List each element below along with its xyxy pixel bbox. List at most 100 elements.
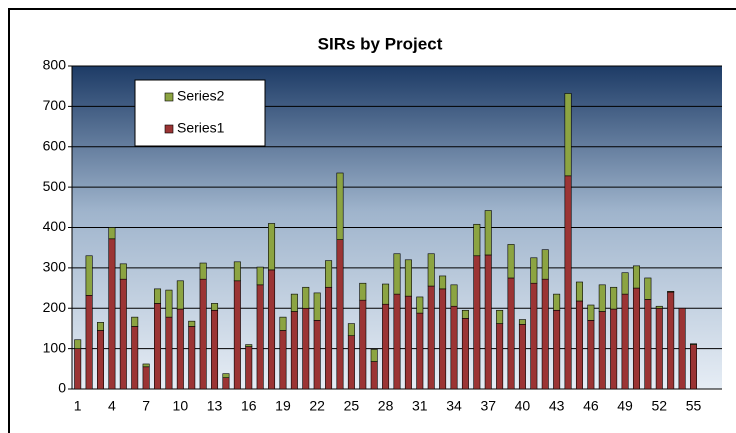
bar-segment — [199, 262, 207, 280]
legend-swatch — [164, 92, 174, 102]
bar-segment — [119, 263, 127, 280]
bar-segment — [290, 293, 298, 312]
bar-segment — [530, 257, 538, 284]
bar-segment — [290, 311, 298, 390]
chart-title: SIRs by Project — [318, 34, 443, 53]
bar-segment — [598, 311, 606, 390]
bar-segment — [256, 284, 264, 390]
bar-segment — [347, 323, 355, 337]
bar-segment — [541, 249, 549, 280]
bar-segment — [450, 284, 458, 307]
bar-segment — [484, 254, 492, 390]
bar-segment — [621, 293, 629, 390]
bar-segment — [461, 318, 469, 390]
bar-segment — [188, 320, 196, 327]
bar-segment — [667, 291, 675, 390]
bar-segment — [313, 320, 321, 390]
bar-segment — [347, 335, 355, 390]
bar-segment — [644, 299, 652, 390]
bar-segment — [439, 275, 447, 290]
bar-segment — [154, 303, 162, 390]
bar-segment — [108, 227, 116, 240]
bar-segment — [655, 307, 663, 390]
bar-segment — [176, 280, 184, 310]
bar-segment — [131, 326, 139, 390]
bar-segment — [302, 307, 310, 390]
bar-segment — [530, 282, 538, 390]
bar-segment — [165, 316, 173, 390]
x-tick-label: 19 — [275, 398, 291, 414]
x-tick-label: 43 — [549, 398, 565, 414]
x-tick-label: 34 — [446, 398, 462, 414]
bar-segment — [564, 175, 572, 390]
bar-segment — [518, 324, 526, 390]
bar-segment — [598, 284, 606, 312]
bar-segment — [427, 253, 435, 287]
bar-segment — [382, 303, 390, 390]
bar-segment — [575, 300, 583, 390]
bar-segment — [142, 363, 150, 368]
x-tick-label: 46 — [583, 398, 599, 414]
bar-segment — [678, 307, 686, 390]
bar-segment — [222, 373, 230, 378]
bar-segment — [427, 285, 435, 390]
y-tick-label: 400 — [43, 218, 67, 234]
bar-segment — [165, 289, 173, 318]
bar-segment — [632, 265, 640, 289]
x-tick-label: 31 — [412, 398, 428, 414]
bar-segment — [370, 349, 378, 362]
y-tick-label: 100 — [43, 339, 67, 355]
bar-segment — [507, 277, 515, 390]
bar-segment — [416, 296, 424, 314]
y-tick-label: 700 — [43, 97, 67, 113]
bar-segment — [632, 287, 640, 390]
bar-segment — [575, 281, 583, 302]
bar-segment — [496, 309, 504, 324]
x-tick-label: 4 — [108, 398, 116, 414]
bar-segment — [473, 223, 481, 257]
bar-segment — [689, 343, 697, 345]
bar-segment — [325, 286, 333, 390]
bar-segment — [233, 280, 241, 390]
legend-swatch — [164, 124, 174, 134]
bar-segment — [279, 330, 287, 390]
y-tick-label: 200 — [43, 299, 67, 315]
bar-segment — [199, 278, 207, 390]
y-tick-label: 300 — [43, 259, 67, 275]
bar-segment — [188, 326, 196, 390]
bar-segment — [587, 320, 595, 390]
bar-segment — [313, 292, 321, 321]
legend-label: Series2 — [177, 88, 225, 104]
bar-segment — [359, 282, 367, 301]
bar-segment — [382, 283, 390, 305]
bar-segment — [507, 244, 515, 279]
bar-segment — [655, 305, 663, 309]
bar-segment — [496, 323, 504, 390]
bar-segment — [279, 316, 287, 331]
x-tick-label: 37 — [480, 398, 496, 414]
x-tick-label: 16 — [241, 398, 257, 414]
bar-segment — [336, 239, 344, 390]
bar-segment — [268, 223, 276, 271]
bar-segment — [97, 330, 105, 390]
bar-segment — [553, 293, 561, 311]
bar-segment — [245, 346, 253, 390]
bar-segment — [302, 286, 310, 309]
bar-segment — [610, 308, 618, 390]
x-tick-label: 55 — [686, 398, 702, 414]
bar-segment — [393, 253, 401, 295]
x-tick-label: 13 — [207, 398, 223, 414]
bar-segment — [541, 278, 549, 390]
bar-segment — [404, 259, 412, 297]
bar-segment — [461, 309, 469, 319]
bar-segment — [268, 269, 276, 390]
bar-segment — [256, 266, 264, 286]
x-tick-label: 1 — [74, 398, 82, 414]
bar-segment — [74, 339, 82, 349]
bar-segment — [211, 303, 219, 311]
bar-segment — [450, 305, 458, 390]
bar-segment — [587, 304, 595, 321]
bar-segment — [416, 312, 424, 390]
